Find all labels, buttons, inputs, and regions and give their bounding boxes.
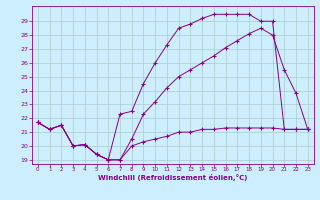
X-axis label: Windchill (Refroidissement éolien,°C): Windchill (Refroidissement éolien,°C) xyxy=(98,174,247,181)
